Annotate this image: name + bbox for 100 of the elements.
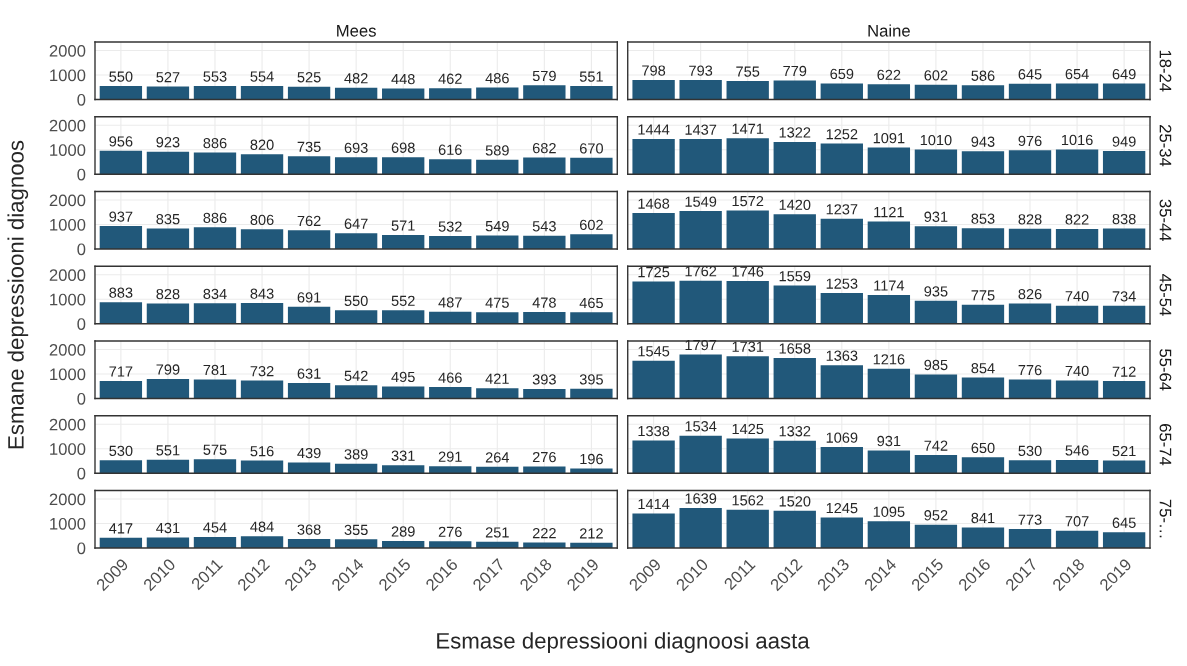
bar [1008, 150, 1052, 175]
data-label: 806 [250, 214, 274, 226]
data-label: 368 [297, 524, 321, 535]
data-label: 1549 [685, 196, 717, 207]
bar [632, 281, 675, 324]
data-label: 527 [156, 72, 180, 83]
bar [240, 380, 284, 399]
bar [867, 221, 911, 249]
data-label: 1468 [638, 198, 670, 209]
bar [429, 466, 472, 474]
bar [820, 447, 863, 474]
bar [193, 152, 237, 175]
y-tick-label: 0 [77, 392, 86, 405]
data-label: 417 [109, 523, 133, 534]
data-label: 579 [532, 70, 556, 82]
bar [429, 235, 472, 249]
data-label: 276 [532, 451, 556, 463]
bar [1008, 529, 1052, 548]
data-label: 431 [156, 522, 180, 534]
data-label: 773 [1018, 514, 1042, 525]
data-label: 649 [1112, 69, 1136, 80]
bar [961, 151, 1005, 175]
data-label: 828 [156, 288, 180, 300]
y-tick-label: 0 [77, 93, 86, 106]
bar [914, 149, 958, 175]
data-label: 834 [203, 288, 227, 300]
y-tick-label: 1000 [50, 293, 86, 306]
bar [99, 302, 143, 324]
bar [287, 306, 331, 324]
data-label: 530 [109, 445, 133, 457]
data-label: 1658 [779, 343, 811, 354]
bar [820, 143, 863, 175]
data-label: 1797 [685, 339, 717, 351]
data-label: 691 [297, 292, 321, 303]
bar [726, 210, 769, 249]
y-tick-label: 2000 [49, 493, 86, 506]
data-label: 454 [203, 522, 227, 533]
bar [476, 388, 519, 399]
data-label: 1725 [638, 266, 670, 278]
bar [146, 151, 190, 175]
data-label: 487 [438, 297, 462, 308]
data-label: 602 [579, 219, 603, 230]
data-label: 1121 [874, 206, 904, 218]
bar [334, 233, 378, 249]
data-label: 740 [1065, 291, 1089, 302]
bar [726, 356, 769, 399]
data-label: 985 [924, 359, 948, 371]
data-label: 712 [1112, 366, 1136, 377]
data-label: 586 [971, 70, 995, 81]
bar [773, 285, 816, 324]
data-label: 495 [391, 371, 415, 383]
y-tick-label: 1000 [50, 218, 86, 231]
data-label: 1559 [779, 271, 811, 282]
bar [726, 438, 769, 474]
bar [287, 383, 331, 399]
data-label: 1338 [638, 425, 670, 437]
bar [99, 460, 143, 474]
data-label: 883 [109, 287, 133, 298]
data-label: 734 [1112, 291, 1136, 302]
bar [820, 293, 863, 324]
bar [240, 229, 284, 249]
data-label: 575 [203, 444, 227, 455]
data-label: 717 [109, 366, 133, 377]
y-tick-label: 2000 [49, 343, 86, 356]
bar [867, 295, 911, 324]
data-label: 841 [971, 512, 995, 524]
data-label: 355 [344, 524, 368, 536]
y-tick-label: 2000 [49, 119, 86, 132]
data-label: 838 [1112, 213, 1136, 225]
bar [523, 312, 566, 324]
bar [146, 303, 190, 324]
bar [773, 214, 816, 249]
data-label: 828 [1018, 214, 1042, 225]
bar [867, 147, 911, 175]
data-label: 822 [1065, 214, 1089, 225]
data-label: 854 [971, 363, 995, 374]
data-label: 546 [1065, 445, 1089, 456]
data-label: 622 [877, 69, 901, 81]
bar [382, 465, 425, 474]
data-label: 1534 [685, 421, 717, 432]
data-label: 616 [438, 144, 462, 155]
data-label: 762 [297, 215, 321, 227]
bar [1055, 380, 1099, 399]
bar [570, 468, 613, 474]
data-label: 1444 [638, 124, 670, 135]
y-axis-title: Esmane depressiooni diagnoos [7, 140, 29, 449]
data-label: 1069 [826, 432, 858, 443]
bar [99, 150, 143, 175]
bar [1008, 228, 1052, 249]
data-label: 793 [689, 65, 713, 76]
bar [146, 459, 190, 474]
bar [679, 354, 722, 399]
bar [1102, 151, 1146, 175]
data-label: 571 [391, 220, 415, 231]
bar [914, 524, 958, 548]
bar [679, 280, 722, 324]
data-label: 781 [203, 364, 227, 376]
data-label: 552 [391, 295, 415, 306]
data-label: 550 [109, 71, 133, 82]
bar [632, 138, 675, 175]
